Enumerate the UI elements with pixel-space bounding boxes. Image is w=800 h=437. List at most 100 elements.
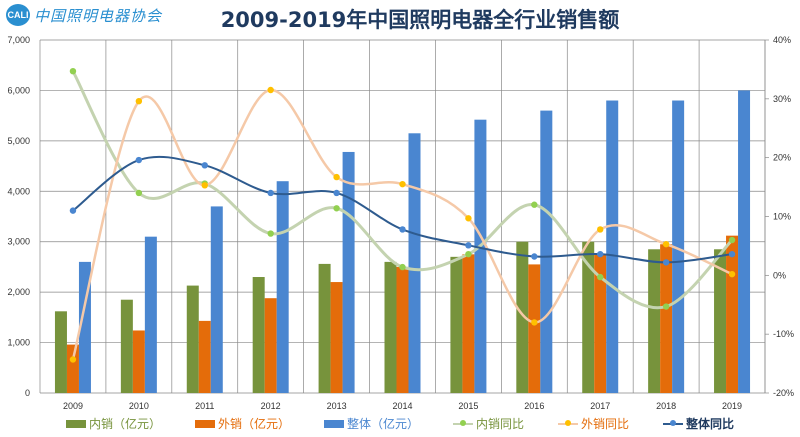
x-tick-label: 2011 [195, 401, 214, 411]
bar-export [726, 235, 739, 393]
x-tick-label: 2016 [524, 401, 544, 411]
chart-title: 2009-2019年中国照明电器全行业销售额 [220, 8, 620, 32]
bar-export [132, 330, 145, 393]
legend-label: 整体（亿元） [346, 417, 419, 431]
bar-total [144, 236, 157, 393]
bar-domestic [252, 277, 265, 393]
point-total-yoy [399, 226, 406, 233]
legend: 内销（亿元） 外销（亿元） 整体（亿元） 内销同比 外销同比 整体同比 [0, 415, 800, 432]
point-export-yoy [333, 173, 340, 181]
y-right-tick-label: 10% [773, 212, 791, 222]
bar-total [342, 151, 355, 393]
x-tick-label: 2014 [392, 401, 412, 411]
point-domestic-yoy [531, 201, 538, 208]
bar-total [474, 119, 487, 394]
bar-domestic [648, 249, 661, 393]
bar-domestic [516, 241, 529, 393]
point-total-yoy [201, 162, 208, 169]
y-left-tick-label: 0 [25, 388, 30, 398]
legend-label: 外销（亿元） [217, 417, 290, 431]
point-domestic-yoy [267, 230, 274, 237]
y-right-tick-label: 0% [773, 270, 786, 280]
bar-total [540, 110, 553, 393]
point-export-yoy [69, 356, 77, 363]
y-left-tick-label: 6,000 [7, 85, 30, 95]
legend-item: 整体同比 [663, 415, 734, 432]
bar-domestic [318, 263, 331, 393]
y-right-tick-label: 30% [773, 94, 791, 104]
point-total-yoy [531, 253, 538, 260]
y-left-tick-label: 3,000 [7, 237, 30, 247]
x-tick-label: 2018 [656, 401, 676, 411]
x-tick-label: 2009 [63, 401, 83, 411]
point-domestic-yoy [465, 250, 472, 258]
point-total-yoy [597, 250, 604, 258]
legend-item: 内销同比 [453, 415, 524, 432]
bar-export [528, 264, 541, 393]
point-total-yoy [465, 242, 472, 249]
y-left-tick-label: 7,000 [7, 35, 30, 45]
logo-mark: CALI [6, 4, 30, 26]
bar-total [672, 100, 685, 393]
x-tick-label: 2013 [327, 401, 347, 411]
bar-export [396, 266, 409, 393]
point-domestic-yoy [69, 67, 77, 75]
point-export-yoy [267, 86, 274, 94]
point-export-yoy [135, 97, 143, 105]
bar-export [594, 254, 607, 393]
y-left-tick-label: 1,000 [7, 338, 30, 348]
point-total-yoy [69, 207, 77, 214]
bar-domestic [582, 241, 595, 393]
y-left-tick-label: 2,000 [7, 287, 30, 297]
legend-line-marker [558, 419, 579, 426]
point-export-yoy [597, 226, 604, 233]
bar-domestic [54, 311, 67, 393]
bar-total [606, 100, 619, 393]
legend-line-marker [663, 419, 684, 426]
y-left-tick-label: 4,000 [7, 186, 30, 196]
legend-swatch [65, 419, 86, 428]
point-export-yoy [531, 319, 538, 326]
y-right-tick-label: -20% [773, 388, 794, 398]
y-left-tick-label: 5,000 [7, 136, 30, 146]
legend-label: 整体同比 [686, 417, 735, 431]
bar-export [660, 244, 673, 393]
x-tick-label: 2010 [129, 401, 149, 411]
point-export-yoy [201, 182, 208, 189]
logo: CALI 中国照明电器协会 [6, 4, 162, 26]
point-total-yoy [267, 189, 274, 197]
point-total-yoy [135, 156, 143, 164]
legend-label: 外销同比 [581, 417, 630, 431]
legend-item: 整体（亿元） [323, 415, 419, 432]
legend-label: 内销同比 [476, 417, 525, 431]
point-domestic-yoy [728, 236, 736, 244]
point-export-yoy [399, 180, 406, 188]
bar-export [198, 320, 211, 393]
bar-total [276, 181, 289, 393]
legend-line-marker [453, 419, 473, 426]
point-domestic-yoy [399, 263, 406, 271]
bar-total [738, 90, 751, 393]
legend-item: 内销（亿元） [65, 415, 161, 432]
y-right-tick-label: -10% [773, 329, 794, 339]
bar-domestic [186, 285, 199, 393]
point-domestic-yoy [333, 205, 340, 212]
x-tick-label: 2015 [458, 401, 478, 411]
x-tick-label: 2012 [261, 401, 281, 411]
bar-export [264, 298, 277, 393]
bar-total [210, 206, 223, 393]
point-export-yoy [465, 215, 472, 222]
legend-item: 外销同比 [558, 415, 629, 432]
point-domestic-yoy [135, 189, 143, 197]
y-right-tick-label: 40% [773, 35, 791, 45]
point-total-yoy [728, 250, 736, 258]
point-total-yoy [333, 189, 340, 197]
bar-export [330, 282, 343, 393]
point-domestic-yoy [597, 273, 604, 281]
x-tick-label: 2017 [590, 401, 610, 411]
bar-domestic [450, 256, 463, 393]
bar-export [462, 254, 475, 393]
logo-text: 中国照明电器协会 [34, 6, 163, 25]
